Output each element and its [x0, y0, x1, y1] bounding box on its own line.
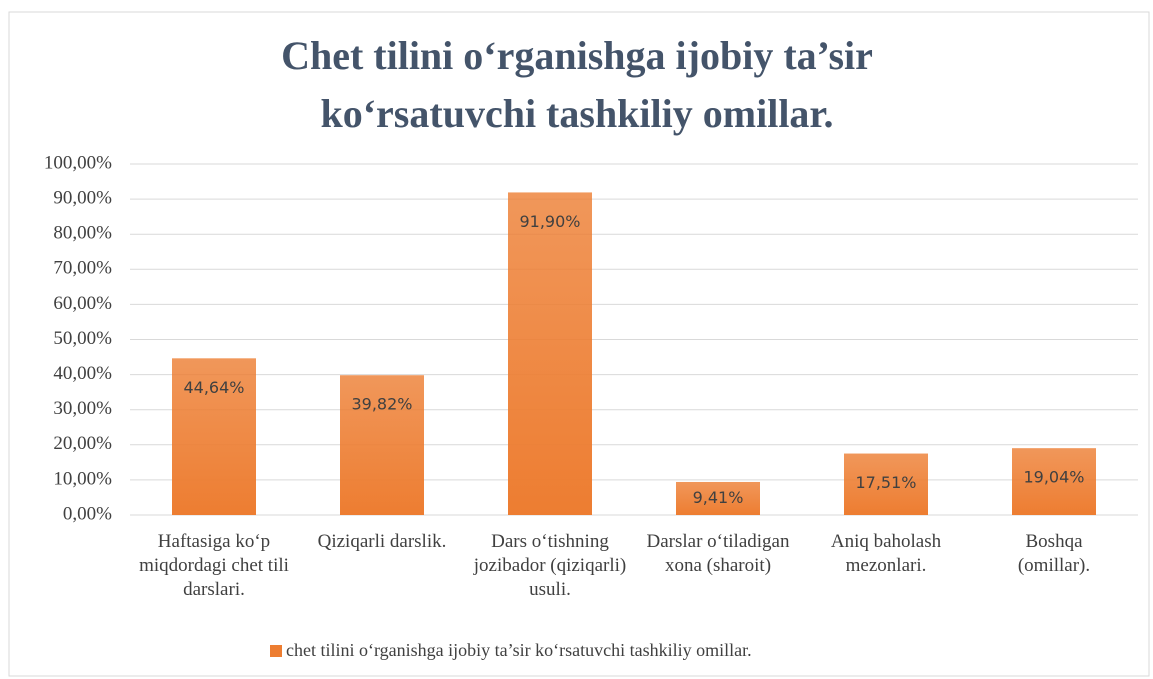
x-tick-label: Darslar o‘tiladigan xona (sharoit)	[646, 531, 790, 576]
legend-label: chet tilini o‘rganishga ijobiy ta’sir ko…	[286, 640, 752, 660]
bar	[172, 358, 256, 515]
x-tick-label: Qiziqarli darslik.	[317, 531, 447, 552]
y-tick-label: 50,00%	[53, 328, 112, 349]
data-label: 19,04%	[1023, 468, 1084, 487]
bar	[508, 192, 592, 515]
bar	[676, 481, 760, 515]
data-label: 91,90%	[519, 212, 580, 231]
x-tick-label: Aniq baholash mezonlari.	[830, 531, 942, 576]
y-tick-label: 0,00%	[63, 503, 112, 524]
y-tick-label: 90,00%	[53, 187, 112, 208]
x-tick-label: Boshqa (omillar).	[1017, 531, 1091, 576]
x-tick-label: Haftasiga ko‘p miqdordagi chet tili dars…	[139, 531, 289, 600]
bar	[844, 453, 928, 515]
y-tick-label: 40,00%	[53, 363, 112, 384]
y-tick-label: 10,00%	[53, 468, 112, 489]
bar	[1012, 448, 1096, 515]
bar	[340, 375, 424, 515]
y-tick-label: 20,00%	[53, 433, 112, 454]
data-label: 17,51%	[855, 473, 916, 492]
data-label: 44,64%	[183, 378, 244, 397]
y-tick-label: 30,00%	[53, 398, 112, 419]
y-tick-label: 60,00%	[53, 293, 112, 314]
data-label: 39,82%	[351, 395, 412, 414]
x-tick-label: Dars o‘tishning jozibador (qiziqarli) us…	[473, 531, 627, 600]
y-tick-label: 70,00%	[53, 258, 112, 279]
y-tick-label: 80,00%	[53, 223, 112, 244]
legend-swatch	[270, 645, 282, 657]
y-tick-label: 100,00%	[44, 152, 112, 173]
data-label: 9,41%	[693, 488, 744, 507]
chart-title: Chet tilini o‘rganishga ijobiy ta’sir ko‘…	[281, 33, 873, 136]
